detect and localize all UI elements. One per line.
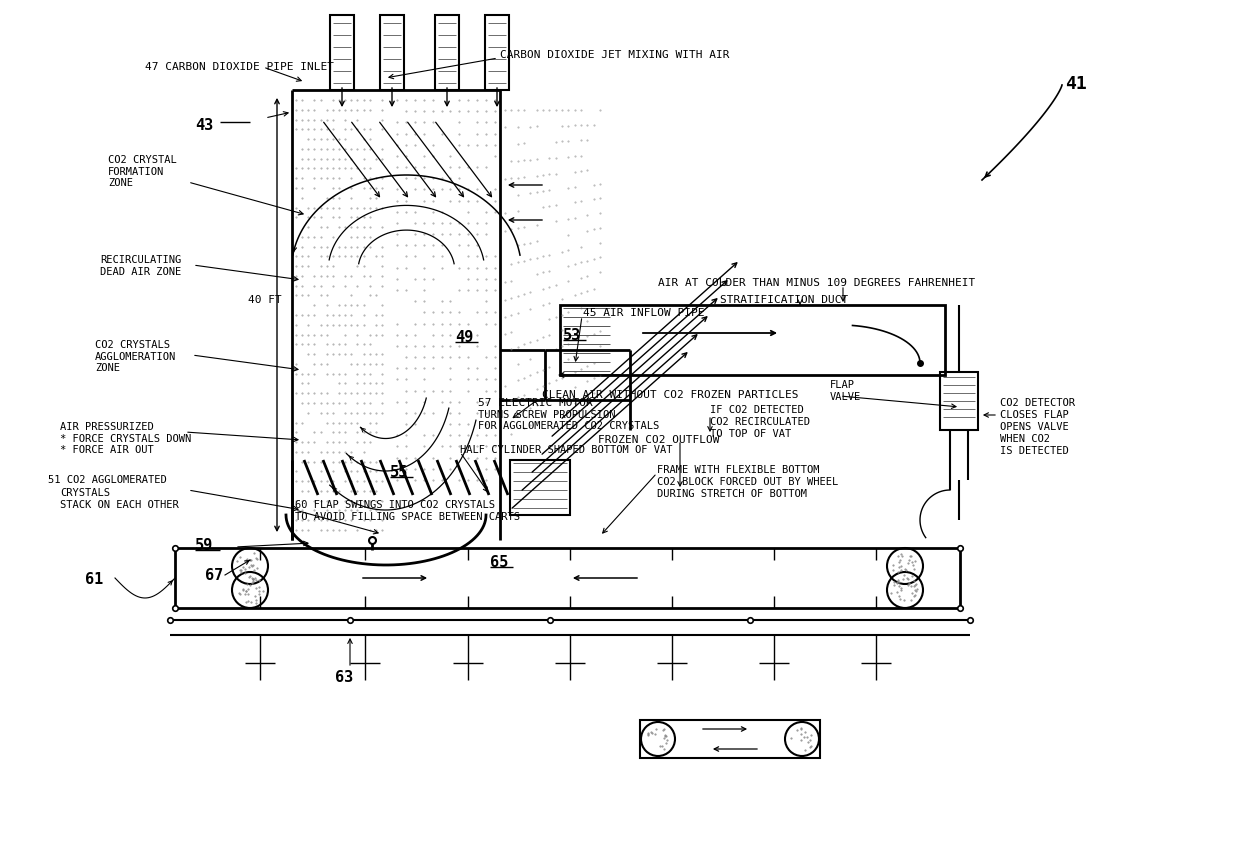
Text: 67: 67	[205, 568, 223, 583]
Text: CO2 CRYSTAL
FORMATION
ZONE: CO2 CRYSTAL FORMATION ZONE	[108, 155, 177, 189]
Text: CRYSTALS: CRYSTALS	[60, 488, 110, 498]
Text: AIR PRESSURIZED
* FORCE CRYSTALS DOWN
* FORCE AIR OUT: AIR PRESSURIZED * FORCE CRYSTALS DOWN * …	[60, 422, 191, 456]
Bar	[330, 15, 353, 90]
Text: CO2 RECIRCULATED: CO2 RECIRCULATED	[711, 417, 810, 427]
Text: CO2 DETECTOR: CO2 DETECTOR	[999, 398, 1075, 408]
Text: 55: 55	[391, 465, 408, 480]
Text: FOR AGGLOMERATED CO2 CRYSTALS: FOR AGGLOMERATED CO2 CRYSTALS	[477, 421, 660, 431]
Text: TURNS SCREW PROPULSION: TURNS SCREW PROPULSION	[477, 410, 615, 420]
Text: OPENS VALVE: OPENS VALVE	[999, 422, 1069, 432]
Text: 59: 59	[195, 538, 213, 553]
Text: 57 ELECTRIC MOTOR: 57 ELECTRIC MOTOR	[477, 398, 593, 408]
Text: FROZEN CO2 OUTFLOW: FROZEN CO2 OUTFLOW	[598, 435, 719, 445]
Bar	[640, 720, 820, 758]
Text: WHEN CO2: WHEN CO2	[999, 434, 1050, 444]
Text: TO TOP OF VAT: TO TOP OF VAT	[711, 429, 791, 439]
Text: FLAP
VALVE: FLAP VALVE	[830, 380, 862, 402]
Text: 47 CARBON DIOXIDE PIPE INLET: 47 CARBON DIOXIDE PIPE INLET	[145, 62, 334, 72]
Text: 65: 65	[490, 555, 508, 570]
Text: 63: 63	[335, 670, 353, 685]
Text: 40 FT: 40 FT	[248, 295, 281, 305]
Text: 41: 41	[1065, 75, 1086, 93]
Text: CLEAN AIR WITHOUT CO2 FROZEN PARTICLES: CLEAN AIR WITHOUT CO2 FROZEN PARTICLES	[542, 390, 799, 400]
Text: 60 FLAP SWINGS INTO CO2 CRYSTALS: 60 FLAP SWINGS INTO CO2 CRYSTALS	[295, 500, 495, 510]
Text: DURING STRETCH OF BOTTOM: DURING STRETCH OF BOTTOM	[657, 489, 807, 499]
Bar	[485, 15, 508, 90]
Text: CO2 BLOCK FORCED OUT BY WHEEL: CO2 BLOCK FORCED OUT BY WHEEL	[657, 477, 838, 487]
Text: 51 CO2 AGGLOMERATED: 51 CO2 AGGLOMERATED	[48, 475, 166, 485]
Text: RECIRCULATING
DEAD AIR ZONE: RECIRCULATING DEAD AIR ZONE	[100, 255, 181, 277]
Text: HALF CYLINDER SHAPED BOTTOM OF VAT: HALF CYLINDER SHAPED BOTTOM OF VAT	[460, 445, 672, 455]
Text: STACK ON EACH OTHER: STACK ON EACH OTHER	[60, 500, 179, 510]
Text: AIR AT COLDER THAN MINUS 109 DEGREES FAHRENHEIT: AIR AT COLDER THAN MINUS 109 DEGREES FAH…	[658, 278, 975, 288]
Text: IF CO2 DETECTED: IF CO2 DETECTED	[711, 405, 804, 415]
Text: 45 AIR INFLOW PIPE: 45 AIR INFLOW PIPE	[583, 308, 704, 318]
Text: STRATIFICATION DUCT: STRATIFICATION DUCT	[720, 295, 848, 305]
Bar	[510, 460, 570, 515]
Text: CLOSES FLAP: CLOSES FLAP	[999, 410, 1069, 420]
Text: IS DETECTED: IS DETECTED	[999, 446, 1069, 456]
Bar	[379, 15, 404, 90]
Text: TO AVOID FILLING SPACE BETWEEN CARTS: TO AVOID FILLING SPACE BETWEEN CARTS	[295, 512, 520, 522]
Text: 49: 49	[455, 330, 474, 345]
Text: 43: 43	[195, 118, 213, 133]
Bar	[940, 372, 978, 430]
Text: CARBON DIOXIDE JET MIXING WITH AIR: CARBON DIOXIDE JET MIXING WITH AIR	[500, 50, 729, 60]
Text: CO2 CRYSTALS
AGGLOMERATION
ZONE: CO2 CRYSTALS AGGLOMERATION ZONE	[95, 340, 176, 373]
Bar	[560, 305, 945, 375]
Text: 61: 61	[86, 572, 103, 587]
Bar	[435, 15, 459, 90]
Text: 53: 53	[563, 328, 582, 343]
Text: FRAME WITH FLEXIBLE BOTTOM: FRAME WITH FLEXIBLE BOTTOM	[657, 465, 820, 475]
